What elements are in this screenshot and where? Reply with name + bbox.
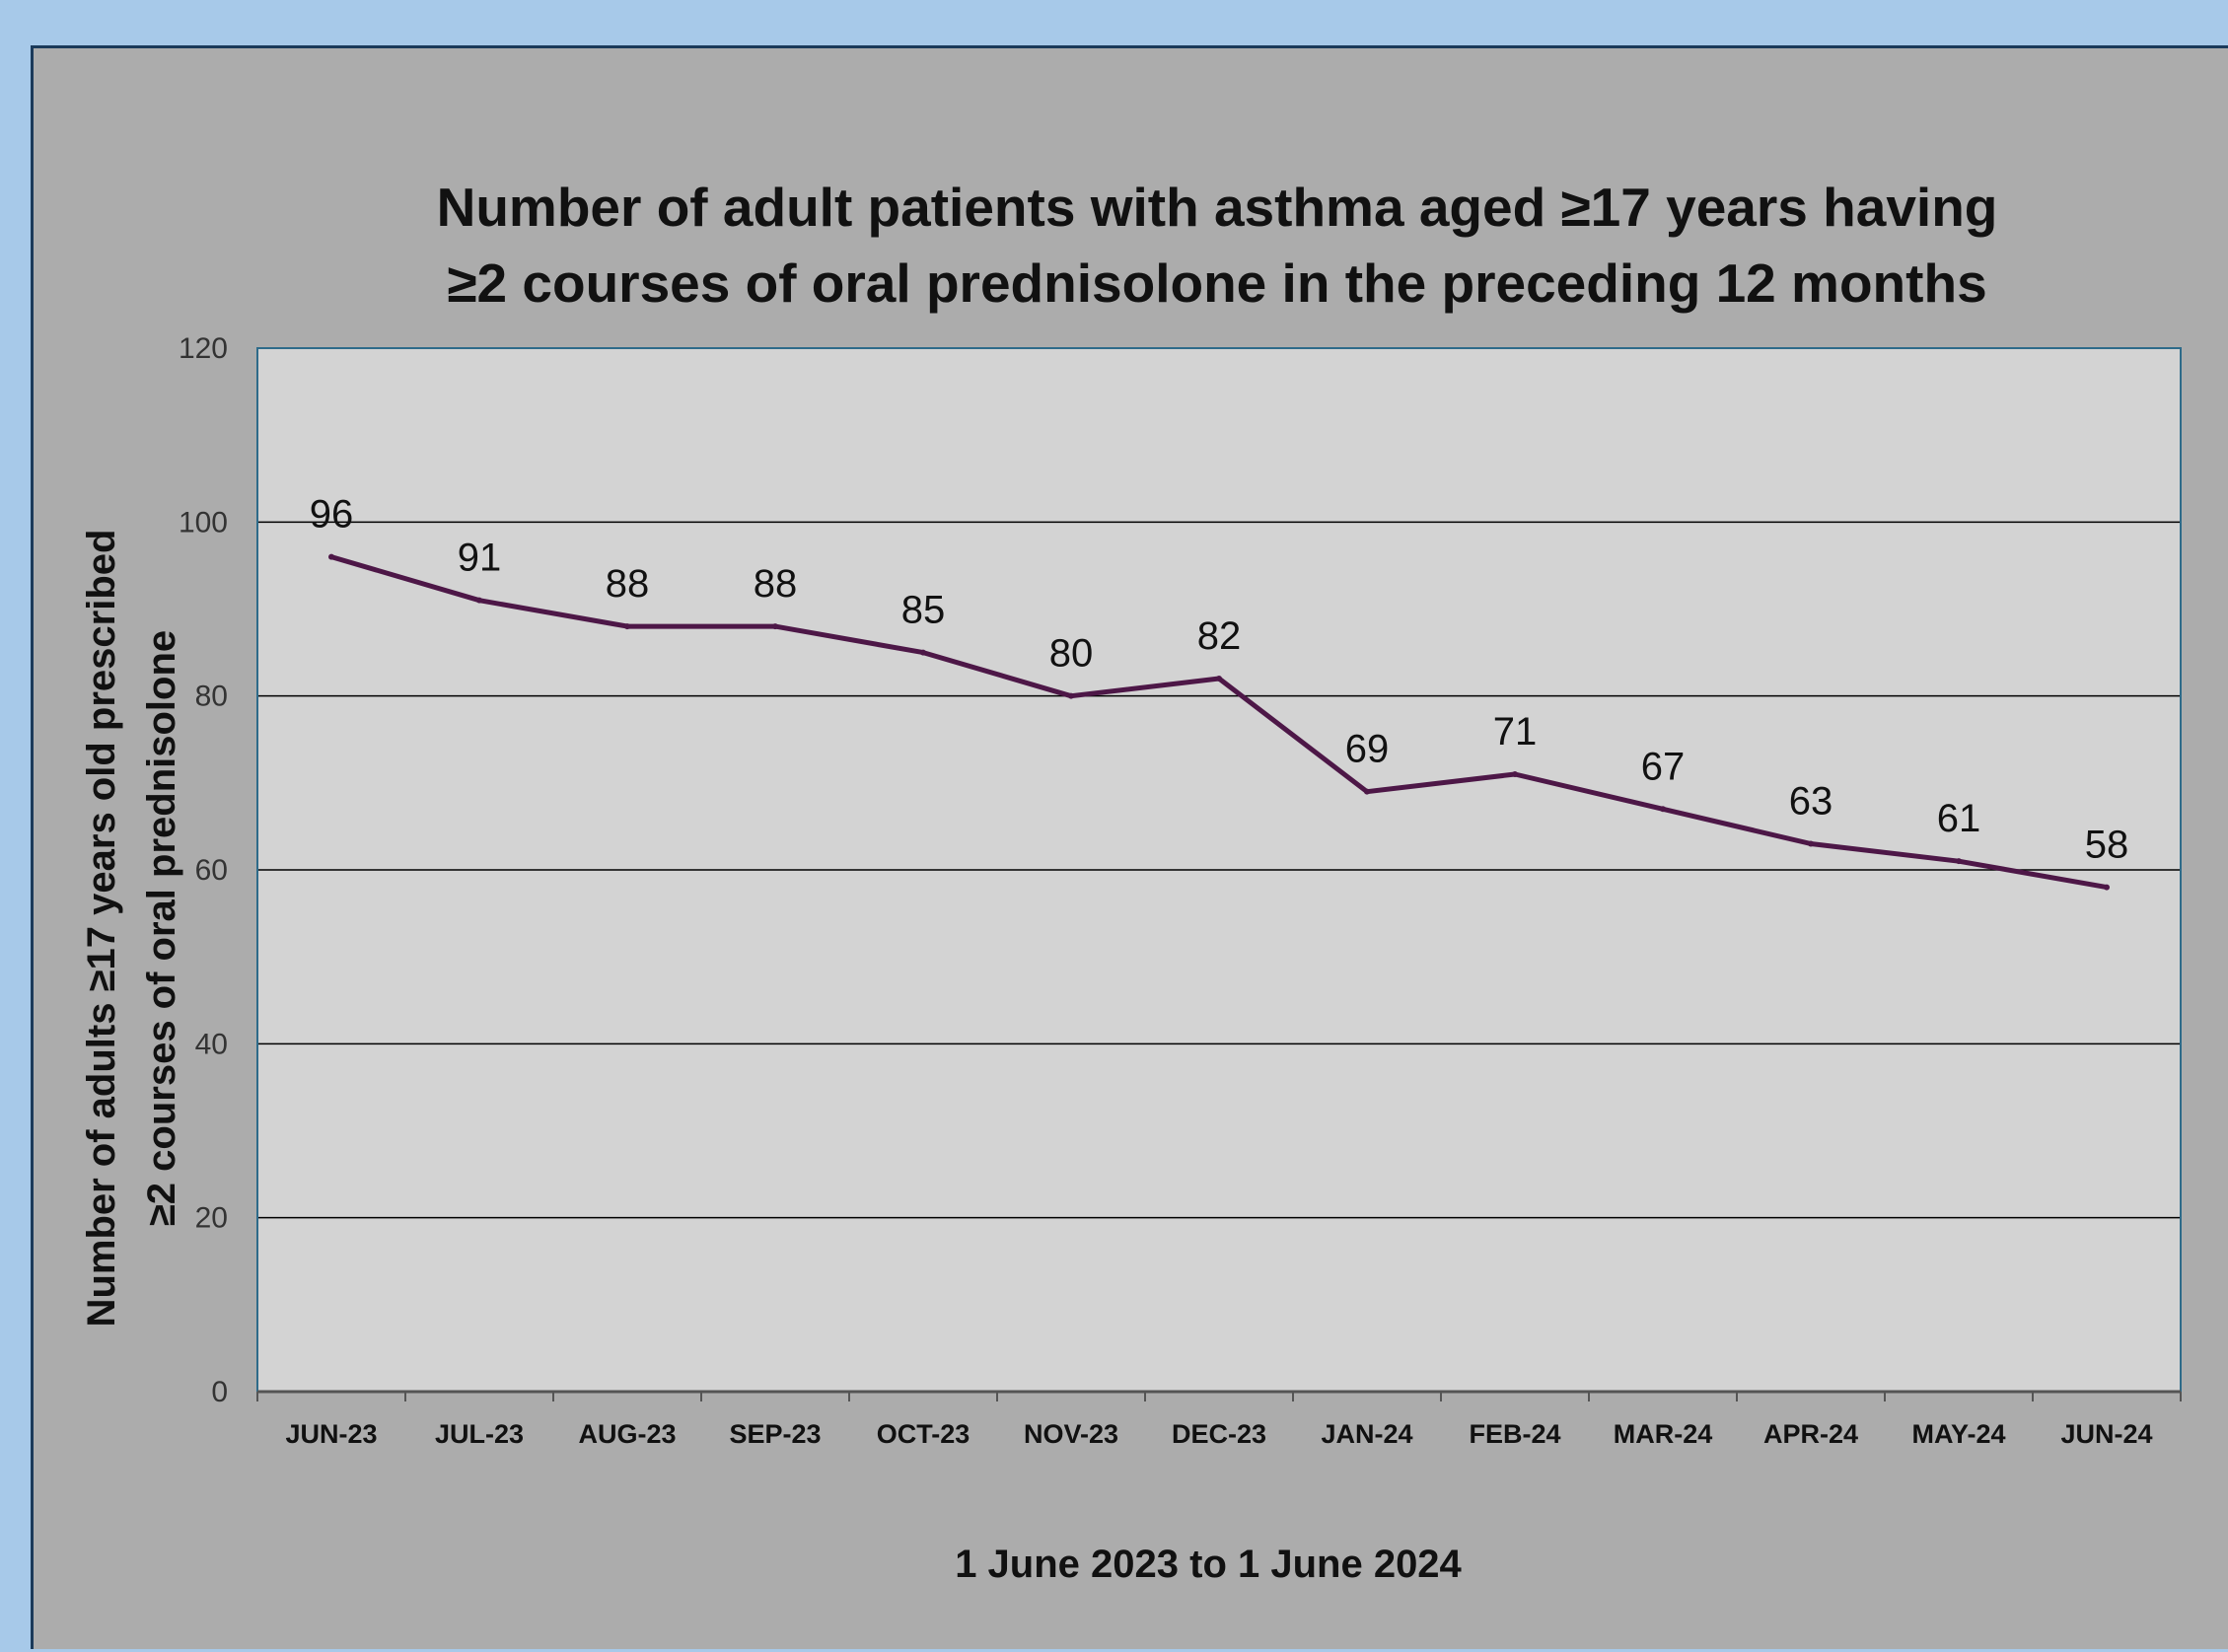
- data-point: [920, 649, 926, 656]
- y-tick-label: 0: [211, 1376, 228, 1408]
- data-point: [476, 597, 482, 604]
- data-label: 71: [1493, 710, 1538, 754]
- line-chart: Number of adult patients with asthma age…: [80, 177, 2182, 1586]
- x-tick-label: JUN-23: [285, 1419, 377, 1449]
- data-label: 85: [901, 589, 946, 632]
- chart-panel: Number of adult patients with asthma age…: [31, 45, 2228, 1649]
- data-point: [1808, 840, 1814, 847]
- y-tick-label: 120: [179, 332, 228, 365]
- data-point: [1956, 858, 1962, 865]
- x-tick-label: JUL-23: [435, 1419, 524, 1449]
- y-tick-label: 100: [179, 506, 228, 539]
- data-point: [328, 553, 334, 560]
- data-label: 69: [1345, 728, 1390, 771]
- x-tick-label: AUG-23: [578, 1419, 676, 1449]
- data-label: 82: [1197, 614, 1242, 658]
- plot-border: [256, 347, 2182, 1392]
- x-axis-title: 1 June 2023 to 1 June 2024: [955, 1543, 1462, 1586]
- chart-title-line-2: ≥2 courses of oral prednisolone in the p…: [447, 252, 1986, 314]
- x-tick-label: JAN-24: [1321, 1419, 1412, 1449]
- x-tick-label: DEC-23: [1172, 1419, 1266, 1449]
- chart-title-line-1: Number of adult patients with asthma age…: [437, 177, 1998, 238]
- data-label: 67: [1641, 745, 1686, 788]
- x-tick-label: SEP-23: [729, 1419, 821, 1449]
- y-tick-label: 40: [195, 1028, 228, 1060]
- y-tick-label: 20: [195, 1202, 228, 1235]
- data-label: 88: [606, 562, 650, 606]
- data-point: [1068, 692, 1074, 699]
- data-label: 96: [310, 493, 354, 537]
- x-tick-label: MAR-24: [1614, 1419, 1713, 1449]
- data-label: 61: [1937, 797, 1981, 840]
- data-point: [772, 623, 778, 630]
- data-label: 88: [754, 562, 798, 606]
- data-label: 63: [1789, 780, 1833, 824]
- data-point: [1216, 676, 1222, 682]
- x-tick-label: APR-24: [1763, 1419, 1858, 1449]
- data-label: 80: [1049, 632, 1094, 676]
- data-point: [624, 623, 630, 630]
- plot-area: 0 20 40 60 80 100 120 JUN-23 JUL-23 AUG-23 SEP-23 O…: [179, 332, 2182, 1449]
- data-point: [1660, 806, 1666, 813]
- x-tick-label: FEB-24: [1469, 1419, 1560, 1449]
- data-point: [1512, 771, 1518, 778]
- x-tick-label: JUN-24: [2060, 1419, 2152, 1449]
- data-point: [1364, 788, 1370, 795]
- x-tick-label: MAY-24: [1911, 1419, 2005, 1449]
- y-axis-title-line-2: ≥2 courses of oral prednisolone: [140, 630, 183, 1226]
- data-point: [2104, 884, 2110, 891]
- y-axis-title-line-1: Number of adults ≥17 years old prescribe…: [80, 530, 123, 1328]
- y-tick-label: 60: [195, 854, 228, 887]
- data-label: 58: [2085, 824, 2129, 867]
- y-tick-label: 80: [195, 681, 228, 713]
- x-tick-label: OCT-23: [877, 1419, 970, 1449]
- data-label: 91: [458, 537, 502, 580]
- x-tick-label: NOV-23: [1024, 1419, 1118, 1449]
